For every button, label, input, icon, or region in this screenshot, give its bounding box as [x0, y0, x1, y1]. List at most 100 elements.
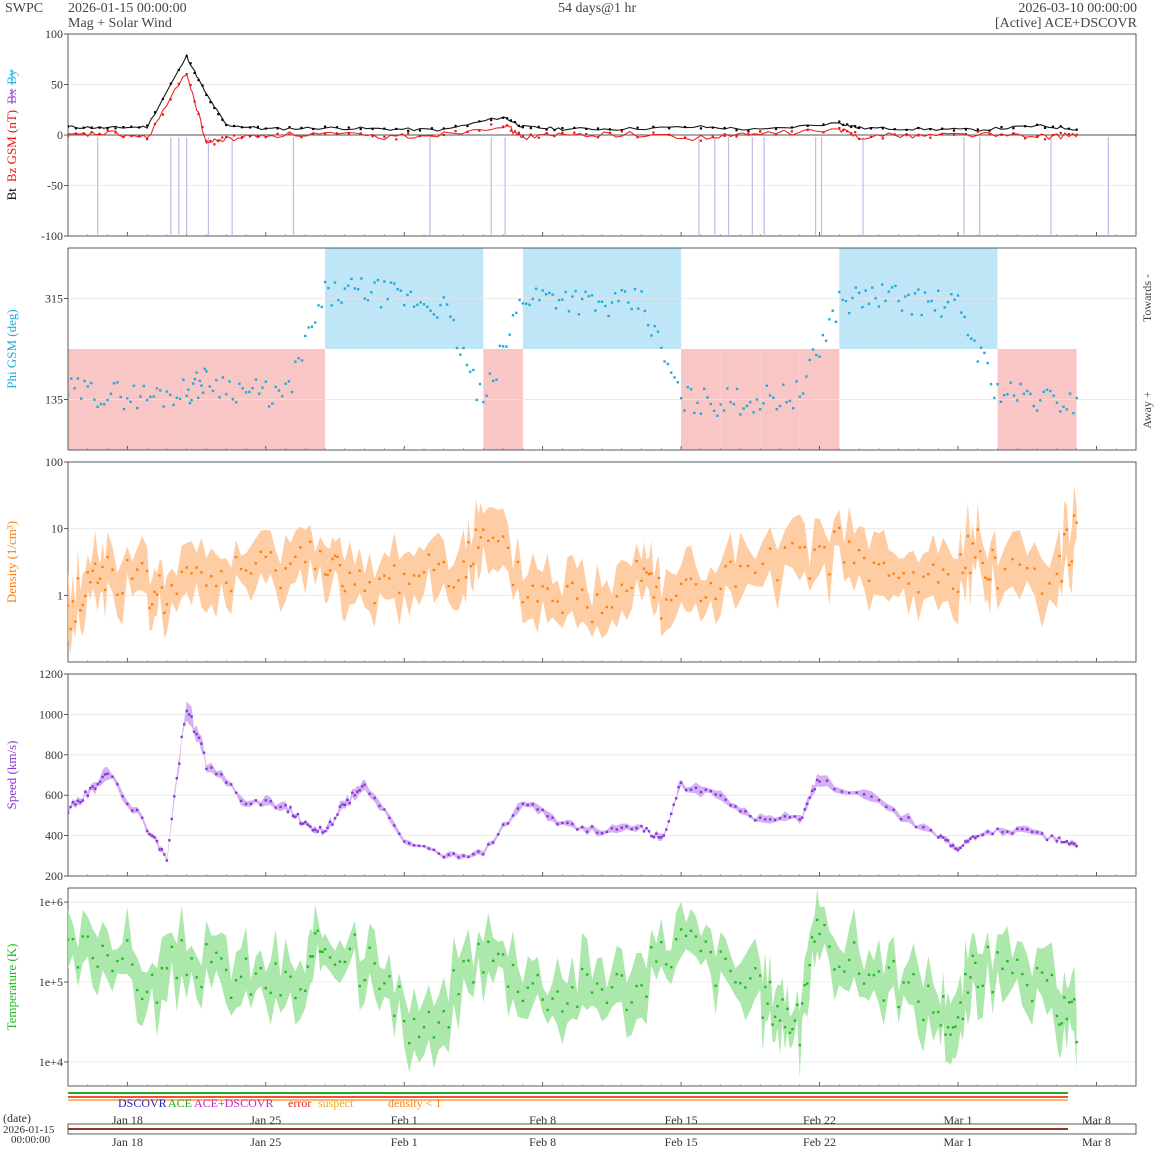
speed-point: [506, 822, 510, 825]
phi-point: [1019, 382, 1022, 386]
bz-point: [90, 131, 93, 134]
phi-point: [818, 355, 821, 358]
speed-point: [862, 793, 866, 796]
temperature-point: [131, 963, 134, 966]
phi-point: [907, 293, 910, 297]
temperature-point: [225, 968, 228, 972]
phi-point: [775, 408, 778, 411]
phi-point: [126, 397, 129, 400]
density-point: [153, 590, 156, 594]
speed-point: [155, 840, 159, 843]
density-point: [843, 561, 846, 564]
speed-point: [679, 781, 683, 784]
phi-point: [188, 401, 192, 405]
phi-point: [439, 303, 442, 307]
temperature-point: [679, 928, 683, 931]
temperature-point: [472, 981, 475, 984]
bz-point: [652, 131, 655, 134]
bt-point: [74, 127, 77, 130]
bt-point: [596, 127, 600, 130]
speed-point: [244, 802, 248, 806]
phi-point: [824, 339, 828, 342]
phi-point: [795, 380, 798, 383]
speed-point: [286, 810, 290, 814]
density-point: [103, 588, 107, 592]
legend-error: error: [288, 1096, 311, 1110]
speed-point: [1073, 842, 1076, 846]
temperature-point: [210, 960, 213, 964]
temperature-point: [1060, 1022, 1063, 1025]
temperature-point: [734, 981, 737, 984]
phi-point: [297, 357, 300, 360]
temperature-point: [155, 1001, 159, 1004]
legend: DSCOVR ACE ACE+DSCOVR error suspect dens…: [118, 1096, 441, 1110]
phi-point: [1009, 381, 1012, 384]
bt-point: [256, 125, 259, 128]
density-point: [590, 620, 594, 624]
speed-point: [675, 797, 678, 800]
phi-point: [910, 313, 914, 316]
density-point: [645, 571, 648, 574]
temperature-point: [791, 1028, 794, 1031]
phi-point: [1052, 394, 1055, 397]
bt-point: [561, 127, 564, 130]
density-point: [1003, 567, 1007, 571]
speed-panel-frame: [67, 673, 1137, 877]
speed-point: [187, 713, 191, 716]
temperature-point: [432, 1036, 436, 1039]
bz-point: [185, 73, 188, 76]
bz-point: [324, 132, 327, 135]
speed-point: [996, 827, 999, 830]
speed-point: [833, 788, 836, 791]
speed-point: [103, 773, 107, 776]
y-tick-label: 10: [51, 522, 63, 536]
temperature-point: [333, 963, 337, 966]
speed-point: [1011, 832, 1014, 835]
phi-point: [70, 377, 73, 380]
phi-point: [950, 293, 953, 296]
density-point: [1033, 567, 1036, 570]
density-point: [684, 578, 688, 581]
density-point: [148, 606, 151, 610]
density-point: [165, 603, 169, 606]
bt-point: [407, 129, 410, 132]
density-point: [857, 549, 861, 552]
date-start-1: 2026-01-15: [3, 1124, 55, 1136]
speed-point: [660, 836, 663, 839]
temperature-point: [566, 1002, 569, 1005]
temperature-point: [175, 976, 178, 980]
speed-point: [657, 836, 661, 839]
phi-point: [511, 314, 515, 317]
density-point: [412, 574, 416, 577]
temperature-point: [126, 939, 129, 942]
speed-point: [497, 833, 500, 836]
density-point: [739, 564, 742, 568]
bt-point: [383, 127, 386, 130]
temperature-point: [304, 989, 307, 992]
speed-point: [840, 790, 843, 793]
phi-point: [788, 399, 792, 403]
density-point: [403, 572, 406, 576]
phi-point: [548, 291, 551, 295]
speed-point: [96, 783, 99, 786]
bz-point: [988, 133, 991, 136]
phi-point: [518, 298, 521, 302]
temperature-point: [230, 996, 233, 999]
temperature-point: [1040, 971, 1044, 974]
speed-point: [571, 822, 574, 826]
density-point: [976, 528, 979, 531]
phi-point: [712, 409, 716, 413]
speed-point: [1045, 838, 1049, 842]
phi-point: [271, 402, 274, 405]
speed-point: [153, 836, 156, 839]
speed-point: [328, 820, 332, 824]
bz-point: [122, 136, 125, 139]
phi-point: [231, 398, 234, 401]
speed-point: [922, 826, 925, 829]
away-label: Away +: [1140, 391, 1154, 429]
bt-point: [106, 127, 109, 130]
speed-point: [734, 805, 737, 808]
phi-point: [505, 345, 508, 348]
speed-point: [378, 804, 381, 808]
phi-point: [264, 380, 267, 383]
